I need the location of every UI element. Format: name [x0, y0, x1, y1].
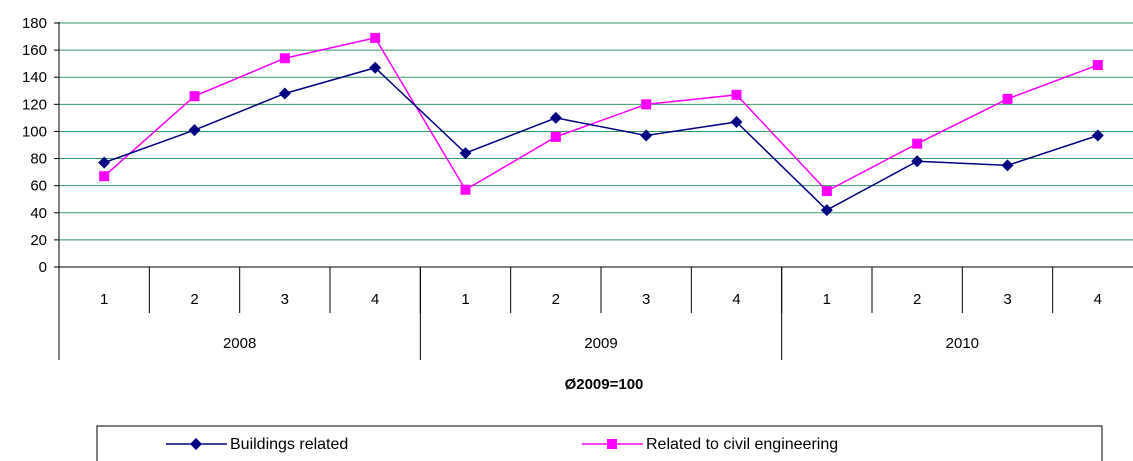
- data-point: [99, 171, 110, 182]
- x-category-label: 4: [732, 291, 740, 308]
- series-layer: [98, 32, 1104, 217]
- data-point: [459, 147, 472, 160]
- data-point: [1091, 129, 1104, 142]
- data-point: [549, 111, 562, 124]
- data-point: [189, 91, 200, 102]
- y-tick-label: 20: [30, 232, 47, 249]
- legend-label: Buildings related: [230, 436, 348, 453]
- legend-marker: [607, 439, 617, 449]
- data-point: [911, 155, 924, 168]
- x-category-label: 3: [1003, 291, 1011, 308]
- legend-label: Related to civil engineering: [646, 436, 838, 453]
- data-point: [369, 61, 382, 74]
- x-category-label: 1: [100, 291, 108, 308]
- data-point: [640, 129, 653, 142]
- data-point: [1002, 93, 1013, 104]
- y-tick-label: 0: [39, 259, 47, 276]
- y-tick-label: 80: [30, 151, 47, 168]
- data-point: [1092, 60, 1103, 71]
- x-category-label: 1: [461, 291, 469, 308]
- legend-item: Buildings related: [166, 436, 348, 453]
- x-axis-label: Ø2009=100: [565, 376, 644, 393]
- x-group-label: 2010: [946, 335, 979, 352]
- gridlines: [59, 22, 1133, 241]
- data-point: [820, 204, 833, 217]
- data-point: [731, 89, 742, 100]
- x-group-label: 2008: [223, 335, 256, 352]
- x-category-labels: 1 2 3 4 1 2 3 4 1 2 3 4 2008 2009 2010: [100, 291, 1102, 352]
- data-point: [1001, 159, 1014, 172]
- data-point: [912, 138, 923, 149]
- y-tick-label: 140: [22, 69, 47, 86]
- legend-items: Buildings related Related to civil engine…: [166, 436, 838, 453]
- data-point: [279, 53, 290, 64]
- data-point: [821, 186, 832, 197]
- series-line: [103, 66, 1099, 211]
- x-category-label: 1: [823, 291, 831, 308]
- x-group-label: 2009: [584, 335, 617, 352]
- x-category-label: 2: [190, 291, 198, 308]
- y-tick-label: 180: [22, 15, 47, 32]
- legend-marker: [190, 438, 202, 450]
- y-tick-label: 40: [30, 205, 47, 222]
- data-point: [730, 115, 743, 128]
- legend: Buildings related Related to civil engine…: [96, 425, 1103, 461]
- y-tick-label: 60: [30, 178, 47, 195]
- x-category-label: 3: [642, 291, 650, 308]
- x-category-label: 3: [281, 291, 289, 308]
- y-tick-label: 100: [22, 123, 47, 140]
- x-category-label: 4: [371, 291, 379, 308]
- data-point: [550, 131, 561, 142]
- y-tick-labels: 0 20 40 60 80 100 120 140 160 180: [22, 15, 47, 276]
- y-tick-label: 120: [22, 96, 47, 113]
- x-category-label: 4: [1094, 291, 1102, 308]
- series-1: [98, 61, 1104, 217]
- axes: [54, 22, 1133, 360]
- series-line: [103, 37, 1099, 193]
- legend-item: Related to civil engineering: [582, 436, 838, 453]
- series-2: [99, 32, 1103, 197]
- data-point: [188, 124, 201, 137]
- data-point: [370, 32, 381, 43]
- data-point: [460, 184, 471, 195]
- x-category-label: 2: [552, 291, 560, 308]
- data-point: [98, 156, 111, 169]
- data-point: [641, 99, 652, 110]
- y-tick-label: 160: [22, 42, 47, 59]
- data-point: [278, 87, 291, 100]
- x-category-label: 2: [913, 291, 921, 308]
